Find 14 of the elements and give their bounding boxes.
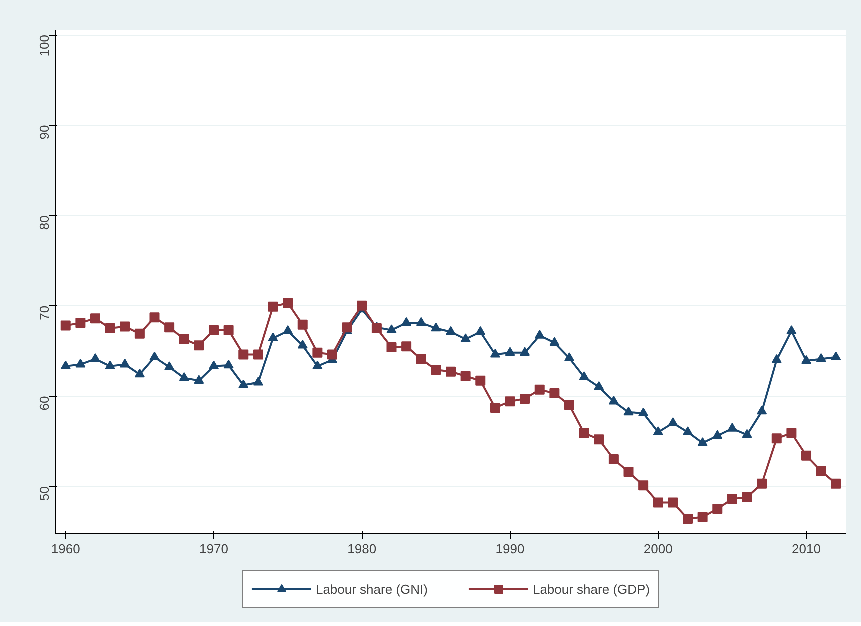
y-tick-label: 70 bbox=[37, 306, 52, 320]
x-tick-label: 1980 bbox=[348, 542, 377, 556]
y-tick-label: 90 bbox=[37, 125, 52, 140]
x-tick-label: 1970 bbox=[200, 542, 228, 556]
x-tick-label: 1990 bbox=[496, 542, 525, 556]
legend-label: Labour share (GDP) bbox=[532, 582, 650, 596]
x-tick-label: 2010 bbox=[792, 542, 821, 556]
x-tick-label: 1960 bbox=[51, 542, 80, 556]
y-tick-label: 80 bbox=[37, 216, 52, 230]
y-tick-label: 100 bbox=[37, 35, 52, 57]
legend-label: Labour share (GNI) bbox=[316, 582, 428, 596]
y-tick-label: 50 bbox=[37, 486, 52, 501]
x-tick-label: 2000 bbox=[644, 542, 673, 556]
y-tick-label: 60 bbox=[37, 396, 52, 411]
